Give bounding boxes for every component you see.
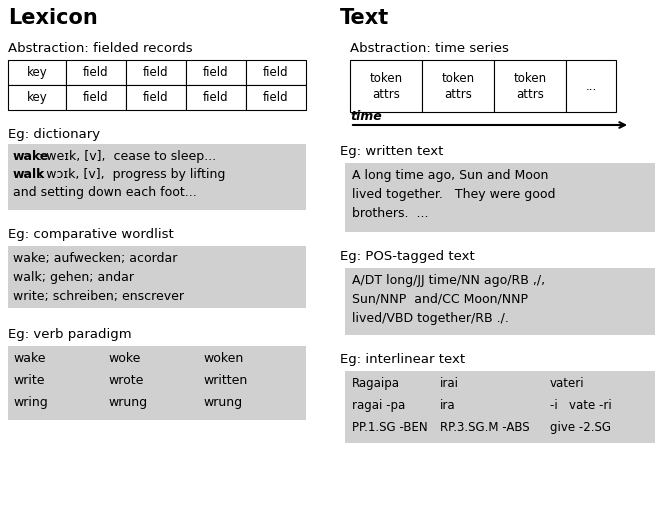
Text: field: field xyxy=(83,66,109,79)
Text: Eg: interlinear text: Eg: interlinear text xyxy=(340,353,465,366)
Bar xyxy=(66,85,126,110)
Bar xyxy=(345,268,655,335)
Text: : weɪk, [v],  cease to sleep...: : weɪk, [v], cease to sleep... xyxy=(38,150,216,163)
Text: wake; aufwecken; acordar
walk; gehen; andar
write; schreiben; enscrever: wake; aufwecken; acordar walk; gehen; an… xyxy=(13,252,184,303)
Text: woken: woken xyxy=(203,352,243,365)
Text: walk: walk xyxy=(13,168,45,181)
Text: vateri: vateri xyxy=(550,377,584,390)
Bar xyxy=(126,85,186,110)
Text: key: key xyxy=(27,66,47,79)
Bar xyxy=(8,60,66,85)
Text: ragai -pa: ragai -pa xyxy=(352,399,405,412)
Text: wrung: wrung xyxy=(203,396,242,409)
Bar xyxy=(66,60,126,85)
Bar xyxy=(186,60,246,85)
Text: field: field xyxy=(143,66,169,79)
Bar xyxy=(246,60,306,85)
Text: token
attrs: token attrs xyxy=(513,72,546,100)
Bar xyxy=(186,85,246,110)
Bar xyxy=(8,346,306,420)
Text: write: write xyxy=(13,374,44,387)
Text: token
attrs: token attrs xyxy=(369,72,402,100)
Text: Abstraction: time series: Abstraction: time series xyxy=(350,42,509,55)
Text: field: field xyxy=(143,91,169,104)
Bar xyxy=(8,85,66,110)
Bar xyxy=(494,60,566,112)
Text: wrote: wrote xyxy=(108,374,143,387)
Text: Abstraction: fielded records: Abstraction: fielded records xyxy=(8,42,193,55)
Text: wake: wake xyxy=(13,150,49,163)
Bar xyxy=(422,60,494,112)
Text: Eg: written text: Eg: written text xyxy=(340,145,444,158)
Bar xyxy=(8,144,306,210)
Text: field: field xyxy=(83,91,109,104)
Text: give -2.SG: give -2.SG xyxy=(550,421,611,434)
Text: A long time ago, Sun and Moon
lived together.   They were good
brothers.  ...: A long time ago, Sun and Moon lived toge… xyxy=(352,169,556,220)
Text: PP.1.SG -BEN: PP.1.SG -BEN xyxy=(352,421,428,434)
Text: and setting down each foot...: and setting down each foot... xyxy=(13,186,197,199)
Text: wake: wake xyxy=(13,352,46,365)
Text: token
attrs: token attrs xyxy=(442,72,475,100)
Text: ...: ... xyxy=(586,79,597,93)
Text: ira: ira xyxy=(440,399,456,412)
Bar xyxy=(246,85,306,110)
Text: : wɔɪk, [v],  progress by lifting: : wɔɪk, [v], progress by lifting xyxy=(38,168,225,181)
Bar xyxy=(350,60,422,112)
Text: Ragaipa: Ragaipa xyxy=(352,377,400,390)
Text: Eg: dictionary: Eg: dictionary xyxy=(8,128,100,141)
Bar xyxy=(345,163,655,232)
Text: Eg: comparative wordlist: Eg: comparative wordlist xyxy=(8,228,174,241)
Text: -i   vate -ri: -i vate -ri xyxy=(550,399,612,412)
Text: time: time xyxy=(350,110,382,123)
Bar xyxy=(566,60,616,112)
Text: key: key xyxy=(27,91,47,104)
Text: field: field xyxy=(203,91,229,104)
Bar xyxy=(345,371,655,443)
Text: irai: irai xyxy=(440,377,459,390)
Text: RP.3.SG.M -ABS: RP.3.SG.M -ABS xyxy=(440,421,530,434)
Text: Eg: verb paradigm: Eg: verb paradigm xyxy=(8,328,131,341)
Text: A/DT long/JJ time/NN ago/RB ,/,
Sun/NNP  and/CC Moon/NNP
lived/VBD together/RB .: A/DT long/JJ time/NN ago/RB ,/, Sun/NNP … xyxy=(352,274,545,325)
Text: written: written xyxy=(203,374,247,387)
Text: wrung: wrung xyxy=(108,396,147,409)
Text: field: field xyxy=(263,66,289,79)
Bar xyxy=(126,60,186,85)
Text: Lexicon: Lexicon xyxy=(8,8,98,28)
Text: field: field xyxy=(263,91,289,104)
Text: field: field xyxy=(203,66,229,79)
Text: wring: wring xyxy=(13,396,48,409)
Bar xyxy=(8,246,306,308)
Text: Text: Text xyxy=(340,8,389,28)
Text: Eg: POS-tagged text: Eg: POS-tagged text xyxy=(340,250,475,263)
Text: woke: woke xyxy=(108,352,140,365)
